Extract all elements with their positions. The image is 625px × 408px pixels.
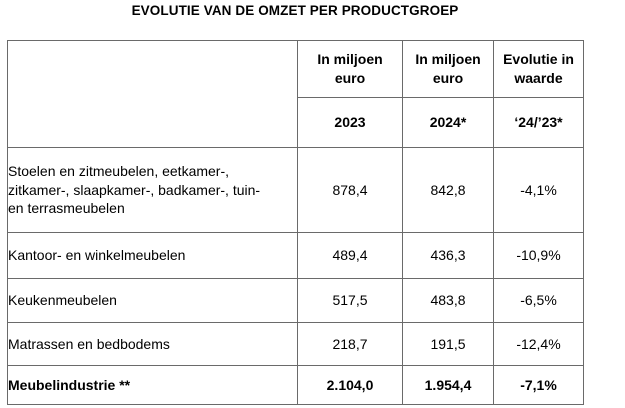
header-row-years: 2023 2024* ‘24/’23* (8, 97, 584, 148)
empty-corner-cell (7, 40, 298, 148)
value-2023: 489,4 (297, 232, 403, 279)
row-label: Kantoor- en winkelmeubelen (7, 232, 298, 279)
value-2023: 218,7 (297, 322, 403, 366)
value-evolutie: -12,4% (493, 322, 584, 366)
table-row-stoelen: Stoelen en zitmeubelen, eetkamer-, zitka… (7, 147, 584, 233)
col-header-evolutie-units: Evolutie in waarde (493, 40, 584, 98)
value-2023: 878,4 (297, 147, 403, 233)
value-2024: 842,8 (402, 147, 494, 233)
value-2024: 436,3 (402, 232, 494, 279)
col-header-2023-units: In miljoen euro (297, 40, 403, 98)
value-evolutie: -10,9% (493, 232, 584, 279)
col-header-2024-units: In miljoen euro (402, 40, 494, 98)
table-row-matrassen: Matrassen en bedbodems 218,7 191,5 -12,4… (7, 322, 584, 366)
value-2023: 2.104,0 (297, 365, 403, 405)
value-2023: 517,5 (297, 278, 403, 323)
value-2024: 483,8 (402, 278, 494, 323)
col-header-year-2024: 2024* (402, 97, 494, 148)
table-row-total-meubelindustrie: Meubelindustrie ** 2.104,0 1.954,4 -7,1% (7, 365, 584, 405)
value-2024: 191,5 (402, 322, 494, 366)
value-evolutie: -4,1% (493, 147, 584, 233)
omzet-table: In miljoen euro In miljoen euro Evolutie… (7, 40, 584, 405)
row-label: Stoelen en zitmeubelen, eetkamer-, zitka… (7, 147, 298, 233)
value-evolutie: -6,5% (493, 278, 584, 323)
row-label: Matrassen en bedbodems (7, 322, 298, 366)
col-header-year-2023: 2023 (297, 97, 403, 148)
value-evolutie: -7,1% (493, 365, 584, 405)
row-label: Meubelindustrie ** (7, 365, 298, 405)
table-row-keuken: Keukenmeubelen 517,5 483,8 -6,5% (7, 278, 584, 323)
row-label: Keukenmeubelen (7, 278, 298, 323)
header-row-units: In miljoen euro In miljoen euro Evolutie… (7, 40, 584, 148)
col-header-evolutie-period: ‘24/’23* (493, 97, 584, 148)
page-title: EVOLUTIE VAN DE OMZET PER PRODUCTGROEP (131, 3, 459, 18)
table-row-kantoor: Kantoor- en winkelmeubelen 489,4 436,3 -… (7, 232, 584, 279)
value-2024: 1.954,4 (402, 365, 494, 405)
